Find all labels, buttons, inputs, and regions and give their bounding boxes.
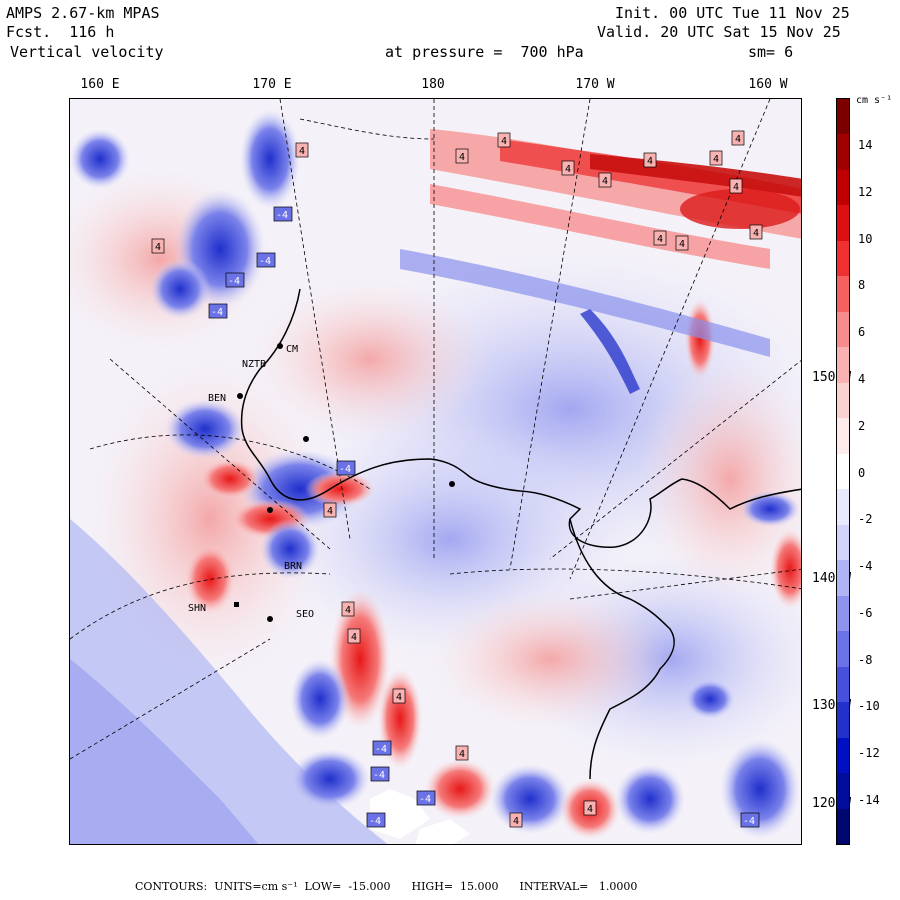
- colorbar-tick-label: -12: [858, 746, 880, 761]
- colorbar-tick-label: -6: [858, 605, 873, 620]
- colorbar-segment: [837, 702, 849, 739]
- colorbar-segment: [837, 737, 849, 774]
- svg-text:4: 4: [735, 134, 741, 145]
- svg-text:4: 4: [351, 632, 357, 643]
- lon-label-160e: 160 E: [80, 77, 120, 92]
- colorbar-segment: [837, 418, 849, 455]
- colorbar-segment: [837, 666, 849, 703]
- colorbar-tick-label: -4: [858, 559, 873, 574]
- svg-text:-4: -4: [228, 276, 240, 287]
- colorbar-tick-label: -10: [858, 699, 880, 714]
- colorbar-segment: [837, 169, 849, 206]
- svg-text:-4: -4: [276, 210, 288, 221]
- svg-text:-4: -4: [743, 816, 755, 827]
- lon-label-170w: 170 W: [575, 77, 615, 92]
- svg-text:4: 4: [513, 816, 519, 827]
- model-title: AMPS 2.67-km MPAS: [6, 4, 160, 22]
- colorbar-segment: [837, 276, 849, 313]
- svg-text:-4: -4: [211, 307, 223, 318]
- init-time: Init. 00 UTC Tue 11 Nov 25: [615, 4, 850, 22]
- contour-labels: 4 4 4 4 4 4 4 4 4 4 4 4 4 -4 -4 -4 -4 -4…: [151, 130, 763, 828]
- colorbar-tick-label: -2: [858, 512, 873, 527]
- colorbar-tick-label: 6: [858, 325, 866, 340]
- station-label-shn: SHN: [188, 603, 206, 614]
- lon-label-180: 180: [421, 77, 445, 92]
- valid-time: Valid. 20 UTC Sat 15 Nov 25: [597, 23, 841, 41]
- svg-text:4: 4: [753, 228, 759, 239]
- svg-text:4: 4: [565, 164, 571, 175]
- downward-motion-band: [400, 249, 770, 394]
- colorbar-segment: [837, 205, 849, 242]
- colorbar-tick-label: 14: [858, 138, 873, 152]
- svg-text:4: 4: [459, 152, 465, 163]
- colorbar-tick-label: -8: [858, 652, 873, 667]
- svg-text:4: 4: [713, 154, 719, 165]
- station-label-seo: SEO: [296, 609, 314, 620]
- vertical-velocity-map: CM NZTB BEN BRN SHN SEO 4 4 4 4 4 4 4 4 …: [69, 98, 802, 845]
- station-label-cm: CM: [286, 344, 298, 355]
- colorbar-segment: [837, 311, 849, 348]
- contour-info-footer: CONTOURS: UNITS=cm s⁻¹ LOW= -15.000 HIGH…: [135, 880, 638, 893]
- colorbar-tick-label: -14: [858, 793, 880, 807]
- colorbar-segment: [837, 347, 849, 384]
- svg-text:-4: -4: [259, 256, 271, 267]
- station-label-brn: BRN: [284, 561, 302, 572]
- colorbar-unit: cm s⁻¹: [856, 95, 893, 106]
- svg-text:4: 4: [396, 692, 402, 703]
- colorbar-segment: [837, 808, 849, 845]
- colorbar: [836, 98, 850, 845]
- colorbar-tick-label: 0: [858, 465, 866, 480]
- colorbar-tick-label: 2: [858, 418, 866, 433]
- forecast-hour: Fcst. 116 h: [6, 23, 115, 41]
- colorbar-tick-label: 4: [858, 371, 866, 386]
- svg-text:4: 4: [679, 239, 685, 250]
- colorbar-segment: [837, 134, 849, 171]
- coastline: [240, 288, 801, 780]
- svg-text:4: 4: [657, 234, 663, 245]
- colorbar-segment: [837, 524, 849, 561]
- colorbar-tick-label: 12: [858, 184, 873, 199]
- svg-text:4: 4: [345, 605, 351, 616]
- variable-name: Vertical velocity: [10, 43, 164, 61]
- lon-label-170e: 170 E: [252, 77, 292, 92]
- colorbar-tick-label: 10: [858, 231, 873, 246]
- svg-text:-4: -4: [419, 794, 431, 805]
- svg-text:4: 4: [602, 176, 608, 187]
- colorbar-segment: [837, 595, 849, 632]
- svg-text:4: 4: [459, 749, 465, 760]
- svg-text:4: 4: [501, 136, 507, 147]
- station-markers: CM NZTB BEN BRN SHN SEO: [188, 343, 455, 622]
- svg-text:4: 4: [733, 182, 739, 193]
- colorbar-segment: [837, 773, 849, 810]
- station-label-ben: BEN: [208, 393, 226, 404]
- svg-text:4: 4: [647, 156, 653, 167]
- pressure-level: at pressure = 700 hPa: [385, 43, 584, 61]
- colorbar-segment: [837, 631, 849, 668]
- colorbar-segment: [837, 99, 849, 135]
- colorbar-segment: [837, 240, 849, 277]
- lon-label-160w: 160 W: [748, 77, 788, 92]
- svg-text:4: 4: [587, 804, 593, 815]
- colorbar-segment: [837, 560, 849, 597]
- svg-text:4: 4: [299, 146, 305, 157]
- smoothing: sm= 6: [748, 43, 794, 61]
- svg-text:4: 4: [155, 242, 161, 253]
- colorbar-segment: [837, 453, 849, 490]
- station-label-nztb: NZTB: [242, 359, 266, 370]
- svg-text:-4: -4: [339, 464, 351, 475]
- svg-text:-4: -4: [375, 744, 387, 755]
- svg-text:4: 4: [327, 506, 333, 517]
- colorbar-segment: [837, 489, 849, 526]
- colorbar-segment: [837, 382, 849, 419]
- svg-text:-4: -4: [369, 816, 381, 827]
- svg-text:-4: -4: [373, 770, 385, 781]
- colorbar-tick-label: 8: [858, 278, 866, 293]
